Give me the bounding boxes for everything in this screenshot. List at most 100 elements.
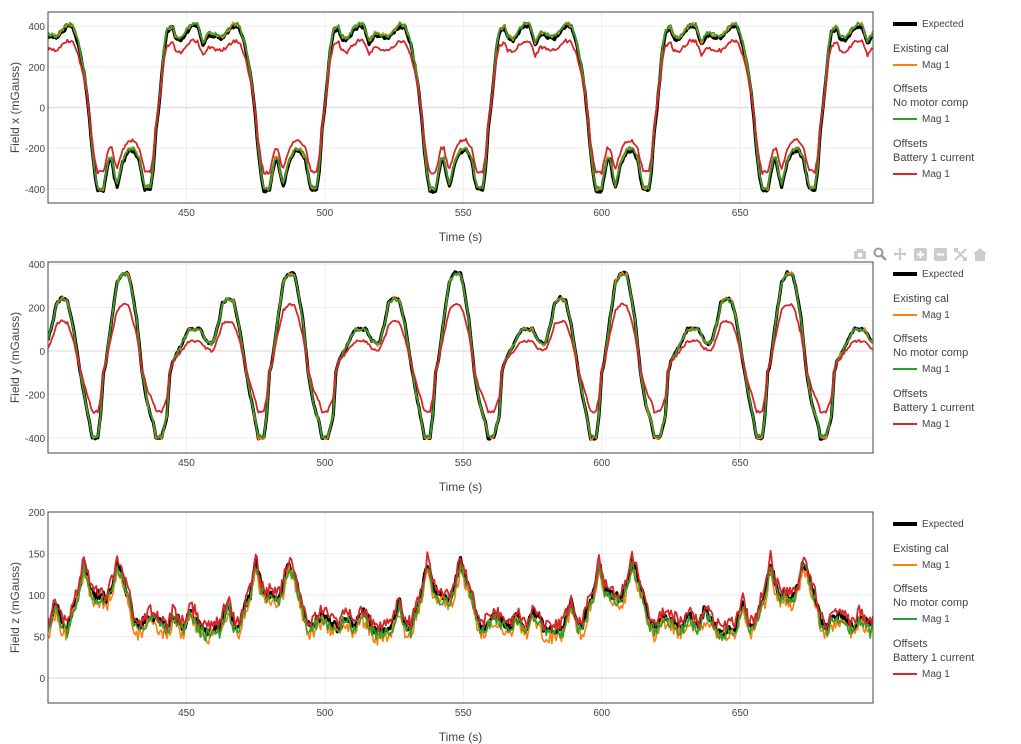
y-tick-label: 400: [28, 22, 45, 33]
legend-group-title: Offsets: [893, 333, 928, 345]
y-tick-label: 100: [28, 591, 45, 602]
x-tick-label: 450: [178, 708, 195, 719]
legend-existing-cal[interactable]: Mag 1: [893, 58, 950, 72]
x-tick-label: 650: [732, 208, 749, 219]
legend-swatch-battery: [893, 173, 917, 175]
legend-swatch-battery: [893, 673, 917, 675]
x-tick-label: 450: [178, 458, 195, 469]
legend-group-title: Existing cal: [893, 43, 949, 55]
series-line-nomotor[interactable]: [48, 272, 873, 439]
x-tick-label: 550: [455, 208, 472, 219]
chart-x-svg[interactable]: -400 -200 0 200 400 450 500 550 600 650 Time (s) Fi…: [0, 0, 880, 250]
legend-label: Mag 1: [922, 59, 950, 71]
x-tick-label: 600: [593, 458, 610, 469]
legend-swatch-nomotor: [893, 118, 917, 120]
plot-frame: [47, 11, 874, 204]
legend-label: Mag 1: [922, 363, 950, 375]
modebar: [852, 246, 988, 262]
legend-existing-cal[interactable]: Mag 1: [893, 308, 950, 322]
y-tick-label: 200: [28, 508, 45, 519]
legend-existing-cal[interactable]: Mag 1: [893, 558, 950, 572]
x-tick-label: 550: [455, 708, 472, 719]
chart-panel-y: -400 -200 0 200 400 450 500 550 600 650 Time (s) Fi…: [0, 250, 1021, 500]
series-line-battery[interactable]: [48, 38, 873, 175]
legend-battery-current[interactable]: Mag 1: [893, 667, 950, 681]
legend-swatch-expected: [893, 22, 917, 26]
legend-group-subtitle: No motor comp: [893, 347, 969, 359]
series-line-battery[interactable]: [48, 302, 873, 414]
series-line-nomotor[interactable]: [48, 21, 873, 192]
legend-swatch-nomotor: [893, 618, 917, 620]
zoom-in-icon[interactable]: [912, 246, 928, 262]
legend-no-motor-comp[interactable]: Mag 1: [893, 362, 950, 376]
legend-label: Expected: [922, 18, 964, 30]
series-line-existing[interactable]: [48, 21, 873, 192]
legend-label: Mag 1: [922, 418, 950, 430]
x-axis-title: Time (s): [439, 230, 483, 244]
series-line-expected[interactable]: [48, 23, 873, 194]
legend-group-title: Existing cal: [893, 543, 949, 555]
legend-swatch-expected: [893, 522, 917, 526]
y-tick-label: 0: [39, 104, 45, 115]
legend-expected[interactable]: Expected: [893, 17, 964, 31]
y-tick-label: 200: [28, 63, 45, 74]
plot-frame: [47, 511, 874, 704]
legend-group-title: Offsets: [893, 83, 928, 95]
legend-label: Expected: [922, 268, 964, 280]
camera-icon[interactable]: [852, 246, 868, 262]
x-tick-label: 500: [317, 708, 334, 719]
series-group: [48, 549, 873, 646]
legend-label: Mag 1: [922, 559, 950, 571]
series-line-existing[interactable]: [48, 271, 873, 441]
legend-swatch-nomotor: [893, 368, 917, 370]
y-tick-label: -200: [25, 144, 45, 155]
legend-group-subtitle: Battery 1 current: [893, 652, 975, 664]
series-line-expected[interactable]: [48, 270, 873, 441]
autoscale-icon[interactable]: [952, 246, 968, 262]
x-tick-label: 600: [593, 208, 610, 219]
x-tick-label: 550: [455, 458, 472, 469]
legend-group-title: Offsets: [893, 583, 928, 595]
legend-group-title: Offsets: [893, 138, 928, 150]
legend-group-title: Existing cal: [893, 293, 949, 305]
x-tick-label: 450: [178, 208, 195, 219]
x-axis-title: Time (s): [439, 730, 483, 744]
chart-z-svg[interactable]: 0 50 100 150 200 450 500 550 600 650 Time (s) Field…: [0, 500, 880, 744]
x-tick-label: 650: [732, 458, 749, 469]
zoom-icon[interactable]: [872, 246, 888, 262]
x-tick-label: 500: [317, 208, 334, 219]
legend-group-subtitle: No motor comp: [893, 597, 969, 609]
y-tick-label: -400: [25, 434, 45, 445]
y-tick-label: 200: [28, 304, 45, 315]
y-tick-label: 150: [28, 550, 45, 561]
legend-group-subtitle: Battery 1 current: [893, 152, 975, 164]
series-line-battery[interactable]: [48, 549, 873, 632]
legend-swatch-battery: [893, 423, 917, 425]
y-tick-label: 400: [28, 260, 45, 271]
chart-y-svg[interactable]: -400 -200 0 200 400 450 500 550 600 650 Time (s) Fi…: [0, 250, 880, 500]
chart-panel-z: 0 50 100 150 200 450 500 550 600 650 Time (s) Field…: [0, 500, 1021, 744]
legend-group-title: Offsets: [893, 388, 928, 400]
y-axis-title: Field y (mGauss): [8, 312, 22, 403]
home-icon[interactable]: [972, 246, 988, 262]
legend-battery-current[interactable]: Mag 1: [893, 167, 950, 181]
legend-expected[interactable]: Expected: [893, 517, 964, 531]
y-tick-label: -200: [25, 390, 45, 401]
y-axis-title: Field x (mGauss): [8, 62, 22, 153]
legend-swatch-expected: [893, 272, 917, 276]
legend-label: Mag 1: [922, 613, 950, 625]
legend-no-motor-comp[interactable]: Mag 1: [893, 612, 950, 626]
zoom-out-icon[interactable]: [932, 246, 948, 262]
legend-expected[interactable]: Expected: [893, 267, 964, 281]
legend-label: Mag 1: [922, 168, 950, 180]
plot-frame: [47, 261, 874, 454]
pan-icon[interactable]: [892, 246, 908, 262]
x-tick-label: 600: [593, 708, 610, 719]
legend-battery-current[interactable]: Mag 1: [893, 417, 950, 431]
legend-no-motor-comp[interactable]: Mag 1: [893, 112, 950, 126]
x-tick-label: 650: [732, 708, 749, 719]
y-tick-label: 0: [39, 347, 45, 358]
y-axis-title: Field z (mGauss): [8, 562, 22, 653]
legend-swatch-existing: [893, 564, 917, 566]
legend-group-subtitle: Battery 1 current: [893, 402, 975, 414]
